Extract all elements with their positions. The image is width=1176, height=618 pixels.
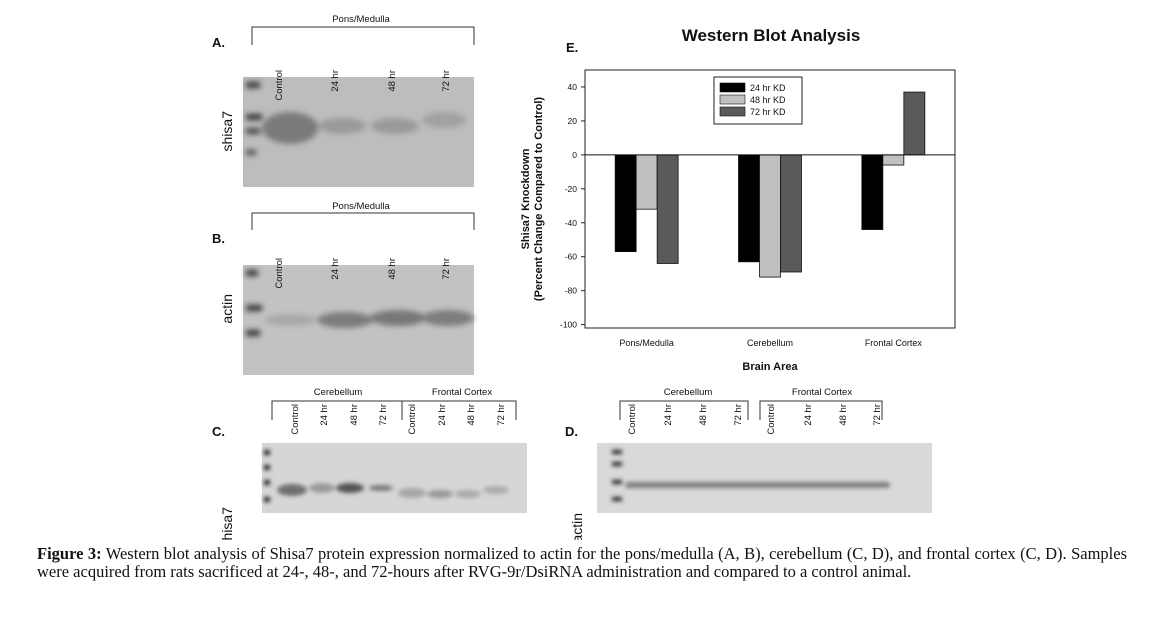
bar [861, 154, 884, 230]
x-tick-label: Frontal Cortex [865, 338, 923, 348]
lane-label: 48 hr [698, 404, 709, 426]
lane-label: Control [766, 404, 777, 435]
lane-label: 24 hr [437, 404, 448, 426]
y-axis-title: Shisa7 Knockdown [520, 148, 532, 249]
chart-title: Western Blot Analysis [682, 26, 861, 45]
legend-swatch [719, 82, 746, 93]
panel-letter: E. [566, 40, 578, 55]
lane-label: 24 hr [319, 404, 330, 426]
lane-label: 24 hr [330, 70, 341, 92]
caption-label: Figure 3: [37, 544, 102, 563]
lane-label: 72 hr [733, 404, 744, 426]
y-tick-label: -20 [565, 184, 578, 194]
y-tick-label: -40 [565, 218, 578, 228]
bracket [619, 400, 749, 420]
protein-label: actin [219, 294, 235, 324]
lane-label: Control [274, 70, 285, 101]
y-tick-label: 0 [572, 150, 577, 160]
lane-label: 48 hr [466, 404, 477, 426]
x-tick-label: Pons/Medulla [619, 338, 674, 348]
plot-frame [584, 69, 956, 329]
y-tick-label: -80 [565, 286, 578, 296]
lane-label: 72 hr [378, 404, 389, 426]
group-label: Frontal Cortex [432, 387, 492, 398]
caption-text: Western blot analysis of Shisa7 protein … [37, 544, 1128, 581]
legend-swatch [719, 106, 746, 117]
bar [614, 154, 637, 253]
lane-label: Control [627, 404, 638, 435]
bar [738, 154, 760, 263]
legend-label: 48 hr KD [750, 95, 786, 105]
lane-label: 72 hr [441, 70, 452, 92]
legend-swatch [719, 94, 746, 105]
group-label: Pons/Medulla [332, 14, 390, 25]
blot-bands [246, 82, 466, 155]
bracket [759, 400, 883, 420]
lane-label: Control [407, 404, 418, 435]
lane-label: 48 hr [349, 404, 360, 426]
blot-bands [246, 270, 474, 336]
lane-label: 48 hr [387, 258, 398, 280]
panel-letter: C. [212, 424, 225, 439]
bar [780, 154, 802, 273]
blot-bands [264, 450, 509, 502]
blot-image [262, 443, 527, 513]
caption: Figure 3: Western blot analysis of Shisa… [37, 545, 1127, 581]
lane-label: 24 hr [663, 404, 674, 426]
x-axis-title: Brain Area [742, 361, 798, 373]
bar [656, 154, 679, 264]
lane-label: Control [290, 404, 301, 435]
bar [882, 154, 905, 166]
y-tick-label: -60 [565, 252, 578, 262]
legend-label: 72 hr KD [750, 107, 786, 117]
group-label: Pons/Medulla [332, 201, 390, 212]
bracket [251, 26, 475, 45]
blot-image [597, 443, 932, 513]
x-tick-label: Cerebellum [747, 338, 793, 348]
bar [635, 154, 658, 210]
y-axis-title: (Percent Change Compared to Control) [533, 97, 545, 301]
group-label: Frontal Cortex [792, 387, 852, 398]
bracket [401, 400, 517, 420]
lane-label: 72 hr [872, 404, 883, 426]
group-label: Cerebellum [664, 387, 713, 398]
figure: A. Pons/Medulla Control 24 hr 48 hr 72 hr shis… [212, 14, 956, 540]
protein-label: actin [569, 513, 585, 540]
lane-label: Control [274, 258, 285, 289]
bar [903, 91, 926, 156]
protein-label: shisa7 [219, 111, 235, 152]
group-label: Cerebellum [314, 387, 363, 398]
lane-label: 72 hr [441, 258, 452, 280]
lane-label: 72 hr [496, 404, 507, 426]
y-tick-label: 40 [568, 82, 578, 92]
bracket [251, 212, 475, 230]
lane-label: 48 hr [387, 70, 398, 92]
legend-label: 24 hr KD [750, 83, 786, 93]
protein-label: shisa7 [219, 507, 235, 540]
y-tick-label: 20 [568, 116, 578, 126]
panel-letter: A. [212, 35, 225, 50]
panel-letter: D. [565, 424, 578, 439]
bar [759, 154, 781, 278]
y-tick-label: -100 [560, 320, 577, 330]
blot-bands [612, 450, 890, 501]
lane-label: 48 hr [838, 404, 849, 426]
lane-label: 24 hr [330, 258, 341, 280]
lane-label: 24 hr [803, 404, 814, 426]
panel-letter: B. [212, 231, 225, 246]
